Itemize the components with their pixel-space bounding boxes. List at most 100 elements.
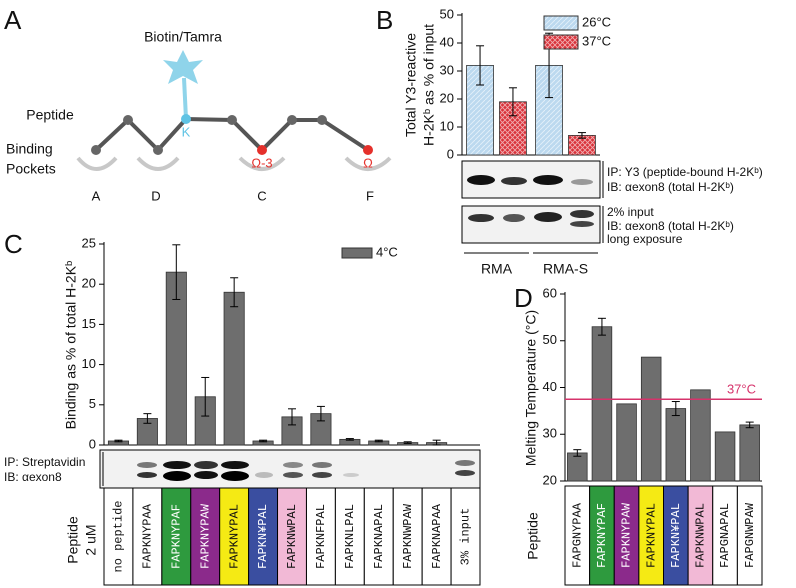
panel-letter: C — [4, 229, 23, 259]
x-tick-label: FAPKNYPAF — [595, 503, 609, 568]
residue — [123, 115, 133, 125]
x-tick-label: FAPKNYPAL — [227, 504, 241, 569]
x-tick-label: FAPKNYPAW — [198, 503, 212, 569]
band — [163, 471, 191, 481]
pocket — [76, 156, 118, 171]
star — [163, 50, 203, 84]
x-axis-label: Peptide — [65, 516, 81, 564]
blot-annotation: IB: αexon8 (total H-2Kᵇ) — [607, 180, 734, 194]
band — [343, 473, 359, 477]
blot-annotation: 2% input — [607, 205, 654, 219]
x-tick-label: FAPKNYPAW — [620, 502, 634, 568]
label-cell — [363, 487, 394, 586]
y-tick-label: 0 — [89, 436, 96, 451]
x-tick-label: FAPKNAPAL — [372, 504, 386, 569]
anchor-residue — [257, 145, 267, 155]
error-bar — [143, 413, 152, 424]
band — [455, 470, 475, 476]
y-tick-label: 30 — [440, 62, 454, 77]
x-tick-label: RMA-S — [543, 261, 588, 277]
residue — [317, 115, 327, 125]
x-tick-label: RMA — [481, 261, 513, 277]
band — [221, 461, 249, 469]
y-tick-label: 25 — [82, 235, 96, 250]
band — [570, 221, 594, 227]
label-cell — [613, 485, 640, 586]
pocket-mark: Ω — [363, 155, 373, 170]
y-axis-label: Binding as % of total H-2Kᵇ — [63, 261, 79, 430]
label-cell — [305, 487, 336, 586]
blot-annotation: long exposure — [607, 232, 683, 246]
band — [534, 212, 562, 222]
error-bar — [288, 408, 296, 426]
band — [533, 175, 563, 185]
x-tick-label: FAPKNAPAA — [430, 503, 444, 569]
label-cell — [392, 487, 423, 586]
error-bar — [114, 439, 123, 443]
bar — [714, 431, 736, 482]
linker — [182, 77, 188, 120]
band — [467, 175, 495, 185]
label-cell — [564, 485, 591, 586]
blot-annotation: IB: αexon8 — [4, 470, 62, 484]
reference-label: 37°C — [727, 382, 756, 397]
blot — [99, 449, 481, 489]
x-axis-label: 2 uM — [83, 524, 99, 555]
error-bar — [508, 87, 517, 117]
band — [312, 472, 332, 478]
pocket-name: D — [151, 188, 160, 203]
y-tick-label: 10 — [440, 118, 454, 133]
x-tick-label: FAPKNYPAL — [644, 503, 658, 568]
error-bar — [172, 244, 181, 300]
y-tick-label: 0 — [447, 146, 454, 161]
error-bar — [316, 405, 325, 422]
x-tick-label: FAPKNYPAA — [141, 503, 155, 569]
y-tick-label: 60 — [543, 285, 557, 300]
band — [571, 179, 593, 185]
legend-label: 4°C — [376, 244, 398, 259]
label-cell — [161, 487, 192, 586]
x-tick-label: FAPKN¥PAL — [669, 503, 683, 568]
band — [283, 472, 303, 478]
pocket-name: A — [92, 188, 101, 203]
pocket — [344, 156, 392, 171]
panel-letter: B — [376, 5, 393, 35]
pocket-name: F — [366, 188, 374, 203]
y-tick-label: 10 — [82, 356, 96, 371]
pockets-label: Binding — [6, 141, 53, 157]
peptide-label: Peptide — [26, 107, 74, 123]
y-axis-label: Total Y3-reactive — [403, 33, 419, 137]
legend-swatch — [543, 15, 579, 31]
x-tick-label: FAPKNWPAW — [401, 503, 415, 569]
label-cell — [190, 487, 221, 586]
pockets-label: Pockets — [6, 161, 56, 177]
band — [221, 471, 249, 481]
y-tick-label: 50 — [440, 6, 454, 21]
y-axis-label: Melting Temperature (°C) — [523, 310, 539, 466]
residue — [153, 145, 163, 155]
x-tick-label: FAPKNYPAF — [169, 504, 183, 569]
bar — [739, 424, 760, 482]
label-cell — [248, 487, 279, 586]
blot-b — [461, 160, 604, 254]
x-tick-label: FAPKNWPAL — [694, 503, 708, 568]
residue-label: K — [182, 124, 191, 139]
band — [455, 460, 475, 466]
residue — [91, 145, 101, 155]
label-cell — [277, 487, 307, 586]
error-bar — [597, 317, 606, 336]
bar — [591, 326, 613, 482]
band — [503, 214, 525, 222]
anchor-residue — [363, 145, 373, 155]
label-cell — [687, 485, 714, 586]
band — [137, 462, 157, 468]
tag-label: Biotin/Tamra — [144, 29, 222, 45]
label-cell — [712, 485, 738, 586]
residue — [287, 115, 297, 125]
y-axis-label: H-2Kᵇ as % of input — [421, 24, 437, 146]
error-bar — [476, 45, 485, 86]
blot-annotation: IP: Streptavidin — [4, 455, 85, 469]
y-tick-label: 5 — [89, 396, 96, 411]
x-tick-label: FAPKN¥PAL — [256, 504, 270, 569]
error-bar — [432, 439, 441, 446]
